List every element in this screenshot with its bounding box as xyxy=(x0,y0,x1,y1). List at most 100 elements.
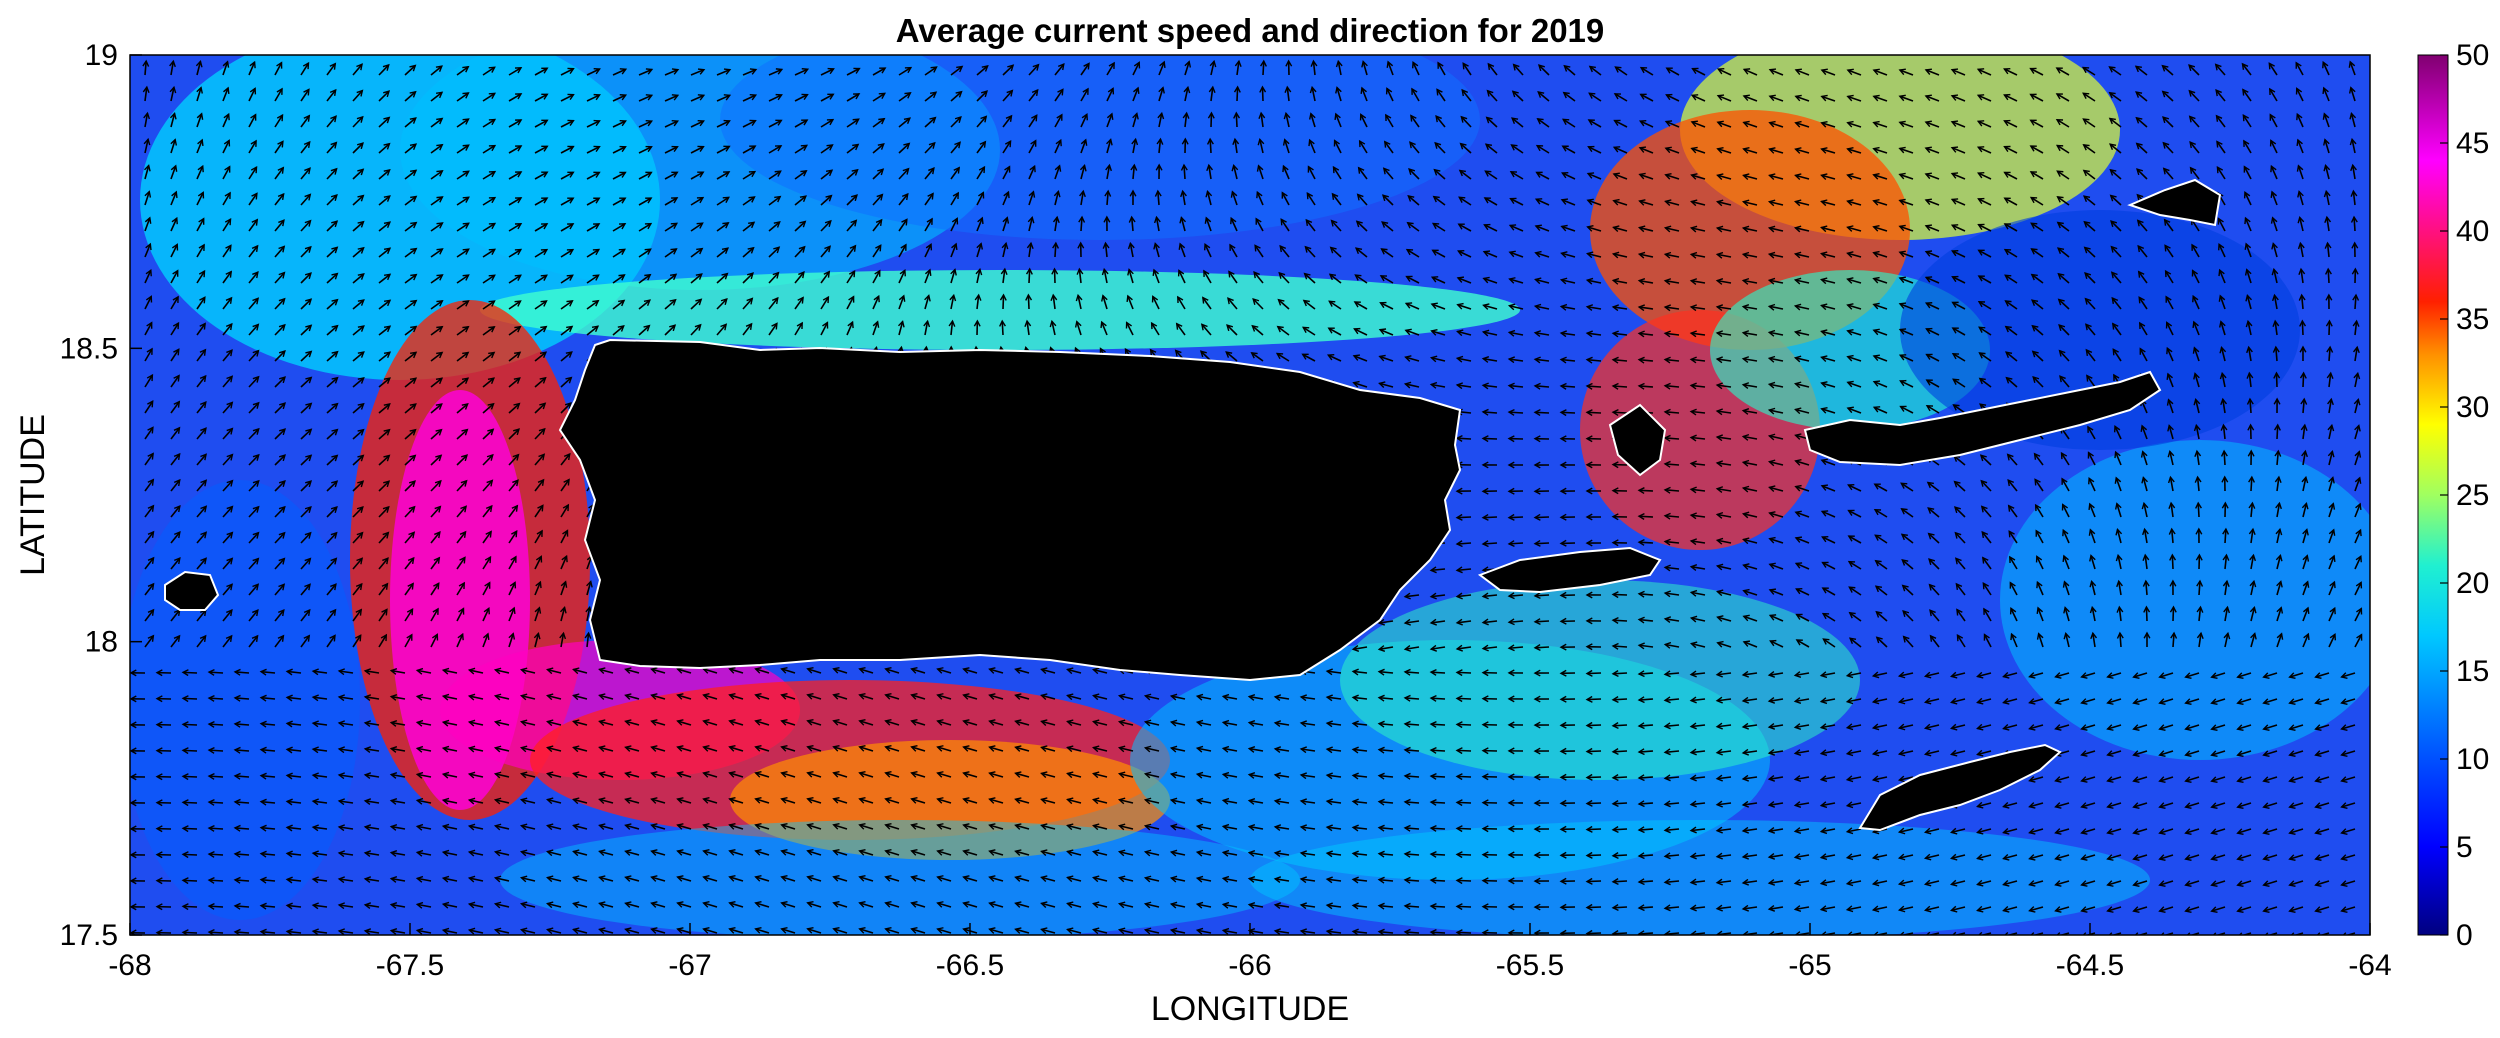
current-arrowhead xyxy=(303,140,311,149)
current-arrow xyxy=(924,269,931,284)
current-arrowhead xyxy=(1077,241,1085,249)
current-arrow xyxy=(560,119,574,128)
current-arrowhead xyxy=(1405,275,1413,282)
current-arrow xyxy=(664,120,679,128)
current-arrowhead xyxy=(1031,114,1038,122)
current-arrowhead xyxy=(619,145,627,153)
current-arrowhead xyxy=(875,218,883,226)
current-arrowhead xyxy=(2298,267,2306,276)
current-arrowhead xyxy=(2029,67,2037,74)
current-arrowhead xyxy=(1820,173,1828,180)
current-arrowhead xyxy=(1183,85,1191,94)
current-arrow xyxy=(248,140,257,154)
current-arrow xyxy=(1951,146,1966,154)
current-arrowhead xyxy=(541,93,549,100)
current-arrowhead xyxy=(1612,225,1620,232)
current-arrow xyxy=(638,222,652,232)
current-arrowhead xyxy=(410,247,418,255)
current-arrowhead xyxy=(1872,68,1880,76)
current-arrowhead xyxy=(1898,250,1906,258)
current-arrowhead xyxy=(999,319,1006,327)
current-arrowhead xyxy=(923,319,931,328)
current-arrow xyxy=(924,117,936,128)
current-arrowhead xyxy=(1561,118,1570,126)
current-arrow xyxy=(612,248,626,258)
current-arrowhead xyxy=(1585,382,1593,390)
current-arrowhead xyxy=(1378,354,1386,362)
current-arrow xyxy=(1457,384,1472,388)
current-arrow xyxy=(612,274,625,284)
current-arrowhead xyxy=(226,401,234,409)
current-arrow xyxy=(300,298,312,310)
current-arrow xyxy=(742,272,754,284)
current-arrowhead xyxy=(1924,198,1932,206)
current-arrowhead xyxy=(436,117,444,125)
current-arrow xyxy=(1184,61,1190,76)
current-arrowhead xyxy=(875,244,882,252)
current-arrowhead xyxy=(461,402,469,410)
current-arrowhead xyxy=(1690,199,1698,207)
current-arrowhead xyxy=(488,300,496,307)
current-arrow xyxy=(1691,332,1706,336)
current-arrow xyxy=(300,324,312,336)
current-arrowhead xyxy=(1741,225,1750,233)
current-arrowhead xyxy=(305,350,313,358)
current-arrow xyxy=(1563,65,1576,76)
current-arrow xyxy=(1028,140,1037,154)
current-arrowhead xyxy=(2189,166,2197,174)
current-arrow xyxy=(898,66,912,76)
current-arrow xyxy=(2031,299,2044,310)
current-arrowhead xyxy=(1429,381,1438,389)
current-arrowhead xyxy=(1715,225,1724,233)
current-arrowhead xyxy=(2109,194,2117,202)
current-arrow xyxy=(820,68,834,76)
current-arrow xyxy=(1769,148,1784,154)
current-arrowhead xyxy=(593,67,601,75)
current-arrow xyxy=(1847,381,1862,388)
current-arrowhead xyxy=(2004,325,2012,333)
current-arrowhead xyxy=(1051,267,1059,275)
current-arrowhead xyxy=(250,113,257,121)
current-arrowhead xyxy=(540,300,548,307)
current-arrowhead xyxy=(745,322,753,330)
current-arrow xyxy=(1952,353,1966,362)
current-arrowhead xyxy=(749,145,757,152)
current-arrow xyxy=(1302,326,1316,336)
current-arrow xyxy=(1717,174,1732,180)
current-arrowhead xyxy=(1461,88,1469,97)
current-arrow xyxy=(1080,165,1086,180)
current-arrowhead xyxy=(1485,116,1493,124)
current-arrowhead xyxy=(1075,293,1083,302)
current-arrow xyxy=(1051,321,1056,336)
current-arrow xyxy=(300,246,312,258)
current-arrowhead xyxy=(276,87,283,95)
current-arrowhead xyxy=(2111,296,2119,305)
current-arrowhead xyxy=(1534,250,1542,258)
current-arrowhead xyxy=(1302,299,1310,307)
current-arrow xyxy=(274,167,284,180)
current-arrowhead xyxy=(2326,371,2334,379)
current-arrow xyxy=(1717,306,1732,310)
current-arrow xyxy=(1821,122,1836,128)
current-arrowhead xyxy=(1254,244,1261,252)
current-arrowhead xyxy=(773,246,781,254)
current-arrowhead xyxy=(1741,382,1750,389)
current-arrowhead xyxy=(1331,192,1339,200)
current-arrowhead xyxy=(2243,191,2251,199)
current-arrowhead xyxy=(462,144,470,151)
current-arrowhead xyxy=(1057,88,1064,96)
current-arrow xyxy=(1361,87,1368,102)
current-arrowhead xyxy=(592,248,601,256)
current-arrowhead xyxy=(2243,165,2250,173)
current-arrowhead xyxy=(2350,189,2358,197)
current-arrow xyxy=(1743,227,1758,232)
current-arrowhead xyxy=(1153,242,1160,250)
current-arrow xyxy=(2004,197,2018,206)
current-arrowhead xyxy=(225,296,233,304)
current-arrowhead xyxy=(1715,304,1724,312)
current-arrowhead xyxy=(199,322,206,330)
current-arrow xyxy=(196,165,204,180)
current-arrowhead xyxy=(305,324,313,332)
current-arrowhead xyxy=(1378,381,1386,389)
current-arrowhead xyxy=(956,65,964,73)
